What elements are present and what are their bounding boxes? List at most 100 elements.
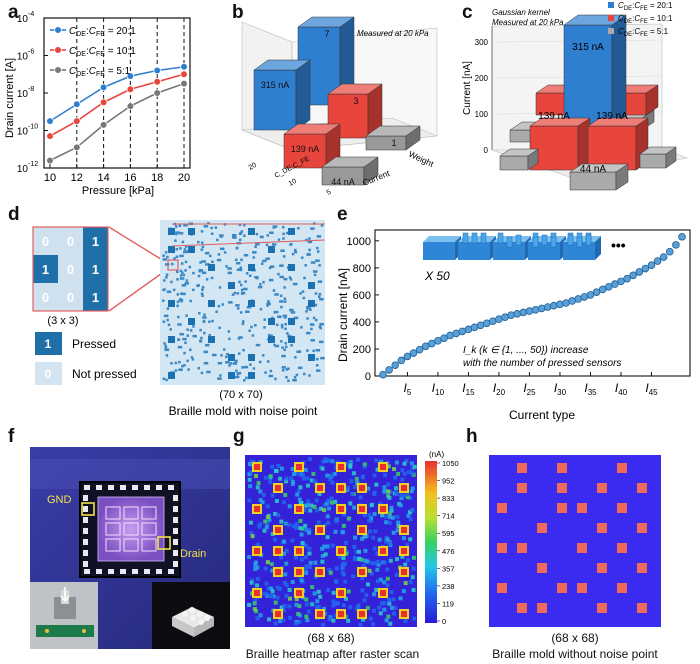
heat-noise-pixel xyxy=(393,605,398,610)
mold-noise-point xyxy=(189,329,193,332)
mold-noise-point xyxy=(245,272,249,275)
mold-noise-point xyxy=(262,259,267,263)
mold-noise-point xyxy=(163,314,169,318)
mold-noise-point xyxy=(176,293,180,296)
c-bar-gray-front-right-front xyxy=(639,153,667,169)
mold-noise-point xyxy=(274,377,277,381)
a-series-line-20:1 xyxy=(49,65,185,122)
heat-noise-pixel xyxy=(408,495,413,500)
e-point-45 xyxy=(647,261,656,269)
c-bar-gray-front-right-top xyxy=(639,146,677,155)
heat-noise-pixel xyxy=(388,490,393,495)
heat-noise-pixel xyxy=(384,539,389,544)
b-bar-weight-5:1-top xyxy=(365,125,421,137)
mold-noise-point xyxy=(222,348,226,351)
braille-mold-70x70 xyxy=(160,220,326,385)
heat-noise-pixel xyxy=(325,514,330,519)
inset-pin xyxy=(506,236,513,248)
heat-noise-pixel xyxy=(340,561,345,566)
chip-pad xyxy=(173,539,178,545)
heat-noise-pixel xyxy=(408,537,413,542)
mold-noise-point xyxy=(225,361,230,364)
mold-red-line xyxy=(171,239,326,247)
chip-pad xyxy=(83,495,88,501)
e-ytick-label: 800 xyxy=(353,263,371,275)
heat-spot-core xyxy=(359,485,365,491)
heat-noise-pixel xyxy=(348,463,353,468)
heat-noise-pixel xyxy=(382,560,387,565)
heat-noise-pixel xyxy=(252,601,257,606)
heat-noise-pixel xyxy=(265,560,270,565)
mold-noise-point xyxy=(319,297,324,301)
heat-noise-pixel xyxy=(313,560,318,565)
heat-noise-pixel xyxy=(401,536,406,541)
braille-dot xyxy=(557,503,567,513)
heat-noise-pixel xyxy=(308,560,313,565)
heat-noise-pixel xyxy=(382,485,387,490)
e-point-24 xyxy=(519,308,528,317)
heat-noise-pixel xyxy=(383,514,388,519)
heat-noise-pixel xyxy=(281,618,286,623)
heat-noise-pixel xyxy=(260,500,265,505)
e-point-30 xyxy=(556,300,564,309)
heat-noise-pixel xyxy=(278,619,283,624)
heat-spot-core xyxy=(317,611,323,617)
mold-noise-point xyxy=(179,254,184,258)
mold-noise-point xyxy=(251,334,255,337)
chip-sensor-cell xyxy=(105,538,121,552)
heat-noise-pixel xyxy=(282,580,287,585)
mold-noise-point xyxy=(241,292,244,295)
e-ylabel: Drain current [nA] xyxy=(336,268,350,362)
heat-noise-pixel xyxy=(287,522,292,527)
heat-noise-pixel xyxy=(386,493,391,498)
mold-noise-point xyxy=(180,262,184,265)
heat-noise-pixel xyxy=(279,519,284,524)
heat-noise-pixel xyxy=(266,515,271,520)
mold-noise-point xyxy=(201,245,205,249)
matrix-cell-r2c2 xyxy=(83,283,108,311)
c-bar-label: 44 nA xyxy=(580,164,606,175)
mold-noise-point xyxy=(284,277,288,281)
panel-d: 0 0 1 1 0 1 0 0 1 1 Pressed 0 Not pressed (3 x 3… xyxy=(0,220,335,425)
heat-spot-core xyxy=(359,569,365,575)
mold-noise-point xyxy=(184,269,187,272)
mold-noise-point xyxy=(285,368,288,371)
heat-noise-pixel xyxy=(306,502,311,507)
heat-noise-pixel xyxy=(369,516,374,521)
heat-noise-pixel xyxy=(264,581,269,586)
mold-noise-point xyxy=(315,259,320,262)
e-point-36 xyxy=(592,288,601,296)
heat-noise-pixel xyxy=(273,621,278,626)
mold-noise-point xyxy=(279,294,283,298)
inset-pin xyxy=(567,234,574,246)
braille-dot xyxy=(597,523,607,533)
mold-noise-point xyxy=(201,271,207,275)
b-bar-current-5:1 xyxy=(321,156,379,186)
matrix-cell-value: 0 xyxy=(67,290,74,305)
mold-noise-point xyxy=(162,258,168,261)
d-legend-pressed-swatch xyxy=(35,332,62,355)
panel-d-graphic: 0 0 1 1 0 1 0 0 1 1 Pressed 0 Not pressed (3 x 3… xyxy=(32,220,326,418)
mold-noise-point xyxy=(175,225,178,228)
mold-noise-point xyxy=(295,373,299,377)
e-point-28 xyxy=(543,303,552,311)
inset-pin xyxy=(532,236,539,248)
mold-noise-point xyxy=(210,276,214,280)
heat-noise-pixel xyxy=(307,546,312,551)
e-xtick-label: I15 xyxy=(462,381,475,397)
mold-noise-point xyxy=(252,256,256,259)
heat-noise-pixel xyxy=(281,608,286,613)
heat-noise-pixel xyxy=(309,503,314,508)
mold-noise-point xyxy=(238,232,242,236)
mold-noise-point xyxy=(181,271,184,274)
chip-pad xyxy=(168,569,174,574)
heat-noise-pixel xyxy=(333,529,338,534)
heat-noise-pixel xyxy=(378,577,383,582)
a-point-5:1-18 xyxy=(153,89,162,97)
mold-noise-point xyxy=(174,369,178,372)
heat-noise-pixel xyxy=(340,564,345,569)
heat-noise-pixel xyxy=(359,557,364,562)
gnd-label: GND xyxy=(47,494,72,506)
a-point-10:1-10 xyxy=(46,132,54,140)
heat-noise-pixel xyxy=(366,582,371,587)
